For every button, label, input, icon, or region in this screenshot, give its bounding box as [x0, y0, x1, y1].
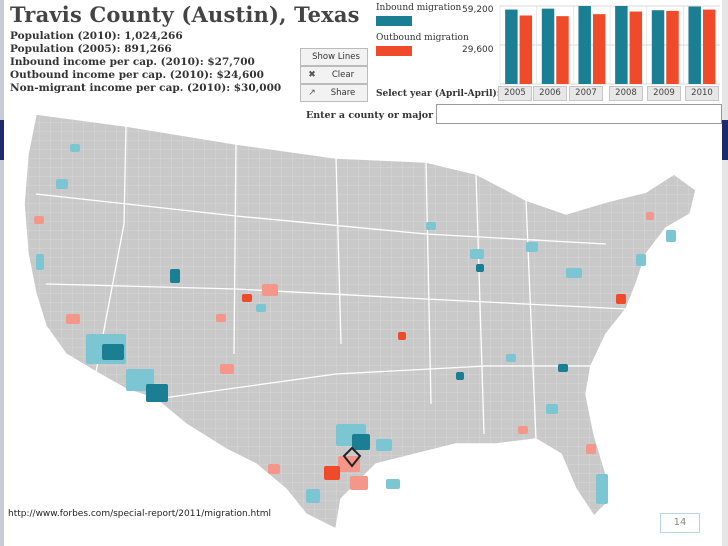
county-migration-layer: [34, 144, 676, 504]
year-tab-2009[interactable]: 2009: [647, 86, 681, 101]
county-highlight: [146, 384, 168, 402]
us-map-svg: [23, 113, 697, 531]
county-highlight: [262, 284, 278, 296]
county-highlight: [526, 242, 538, 252]
search-label: Enter a county or major city:: [306, 110, 460, 121]
county-highlight: [386, 479, 400, 489]
county-highlight: [256, 304, 266, 312]
county-highlight: [596, 474, 608, 504]
county-highlight: [426, 222, 436, 230]
bar-outbound-2008: [629, 11, 643, 85]
close-icon: ✖: [308, 70, 316, 80]
county-highlight: [636, 254, 646, 266]
bar-outbound-2006: [556, 16, 569, 84]
stat-outbound-income: Outbound income per cap. (2010): $24,600: [10, 69, 264, 81]
county-highlight: [324, 466, 340, 480]
year-tab-2008[interactable]: 2008: [609, 86, 643, 101]
county-highlight: [376, 439, 392, 451]
show-lines-button[interactable]: Show Lines: [300, 48, 368, 66]
slide-left-border: [0, 0, 4, 546]
bar-outbound-2005: [519, 15, 533, 84]
bar-inbound-2006: [541, 8, 555, 85]
county-highlight: [518, 426, 528, 434]
share-button[interactable]: ↗ Share: [300, 84, 368, 102]
stat-inbound-income: Inbound income per cap. (2010): $27,700: [10, 56, 255, 68]
county-highlight: [352, 434, 370, 450]
show-lines-label: Show Lines: [312, 52, 360, 62]
county-highlight: [36, 254, 44, 270]
source-url: http://www.forbes.com/special-report/201…: [8, 509, 272, 519]
stat-population-2010: Population (2010): 1,024,266: [10, 30, 183, 42]
slide-right-border: [722, 0, 728, 546]
year-tab-2005[interactable]: 2005: [498, 86, 532, 101]
county-highlight: [470, 249, 484, 259]
selected-county-marker: [342, 446, 362, 468]
page-number: 14: [660, 513, 700, 533]
county-highlight: [476, 264, 484, 272]
stat-population-2005: Population (2005): 891,266: [10, 43, 172, 55]
county-highlight: [456, 372, 464, 380]
county-stats: Population (2010): 1,024,266 Population …: [10, 30, 281, 95]
share-label: Share: [330, 88, 356, 98]
bar-inbound-2009: [651, 10, 665, 84]
bar-inbound-2010: [688, 6, 701, 85]
legend-outbound-swatch: [376, 46, 412, 56]
year-tab-2010[interactable]: 2010: [685, 86, 719, 101]
county-highlight: [566, 268, 582, 278]
us-land: [23, 113, 697, 531]
state-borders: [35, 125, 627, 440]
county-highlight: [70, 144, 80, 152]
bar-inbound-2005: [505, 9, 518, 84]
chart-svg: [499, 5, 720, 85]
bar-inbound-2007: [578, 6, 591, 84]
county-highlight: [170, 269, 180, 283]
us-migration-map[interactable]: [6, 104, 722, 534]
county-title: Travis County (Austin), Texas: [10, 2, 360, 27]
clear-button[interactable]: ✖ Clear: [300, 66, 368, 84]
stat-nonmigrant-income: Non-migrant income per cap. (2010): $30,…: [10, 82, 282, 94]
year-selector-label: Select year (April-April):: [376, 89, 501, 99]
county-highlight: [56, 179, 68, 189]
legend-inbound-swatch: [376, 16, 412, 26]
legend-outbound-label: Outbound migration: [376, 33, 469, 43]
county-highlight: [506, 354, 516, 362]
county-highlight: [398, 332, 406, 340]
county-highlight: [586, 444, 596, 454]
county-highlight: [66, 314, 80, 324]
year-tab-2006[interactable]: 2006: [533, 86, 567, 101]
county-highlight: [350, 476, 368, 490]
bar-outbound-2007: [592, 14, 606, 85]
bar-outbound-2010: [702, 9, 716, 84]
clear-label: Clear: [331, 70, 355, 80]
bar-outbound-2009: [666, 10, 679, 84]
county-highlight: [102, 344, 124, 360]
legend-inbound-label: Inbound migration: [376, 3, 462, 13]
scale-top-label: 59,200: [462, 5, 494, 15]
county-highlight: [34, 216, 44, 224]
county-highlight: [220, 364, 234, 374]
county-highlight: [558, 364, 568, 372]
county-highlight: [216, 314, 226, 322]
county-highlight: [546, 404, 558, 414]
county-search-input[interactable]: [436, 104, 722, 124]
scale-mid-label: 29,600: [462, 45, 494, 55]
county-highlight: [338, 456, 360, 472]
year-tab-2007[interactable]: 2007: [569, 86, 603, 101]
county-highlight: [268, 464, 280, 474]
county-highlight: [666, 230, 676, 242]
county-highlight: [616, 294, 626, 304]
county-highlight: [242, 294, 252, 302]
county-highlight: [646, 212, 654, 220]
bar-inbound-2008: [615, 6, 628, 84]
share-icon: ↗: [308, 88, 316, 98]
county-highlight: [306, 489, 320, 503]
